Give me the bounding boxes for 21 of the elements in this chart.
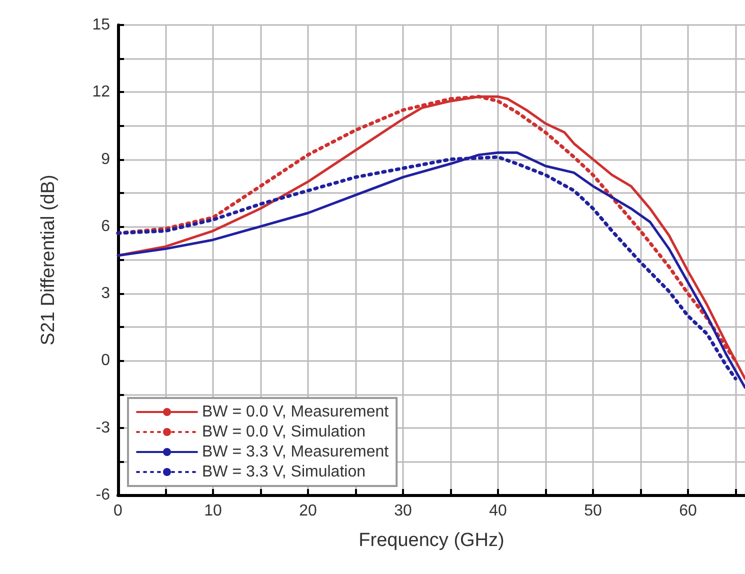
legend-label: BW = 3.3 V, Measurement [202,444,390,460]
x-tick-label: 20 [299,502,317,520]
y-tick-label: 15 [92,16,110,34]
y-axis-title: S21 Differential (dB) [38,174,59,346]
y-tick-label: -3 [96,419,110,436]
x-tick-label: 50 [584,502,602,520]
x-tick-label: 10 [204,502,222,520]
y-tick-label: 6 [101,218,110,235]
x-tick-label: 0 [114,502,123,520]
x-tick-label: 40 [489,502,507,520]
legend-label: BW = 0.0 V, Simulation [202,424,366,440]
y-tick-label: 12 [92,84,110,101]
y-tick-label: -6 [96,486,110,504]
x-tick-label: 60 [679,502,697,520]
y-tick-label: 3 [101,285,110,302]
y-tick-label: 9 [101,150,110,168]
x-tick-label: 30 [394,502,412,520]
legend-label: BW = 0.0 V, Measurement [202,404,390,420]
legend-label: BW = 3.3 V, Simulation [202,464,366,480]
y-tick-label: 0 [101,352,110,370]
x-axis-title: Frequency (GHz) [358,530,504,551]
